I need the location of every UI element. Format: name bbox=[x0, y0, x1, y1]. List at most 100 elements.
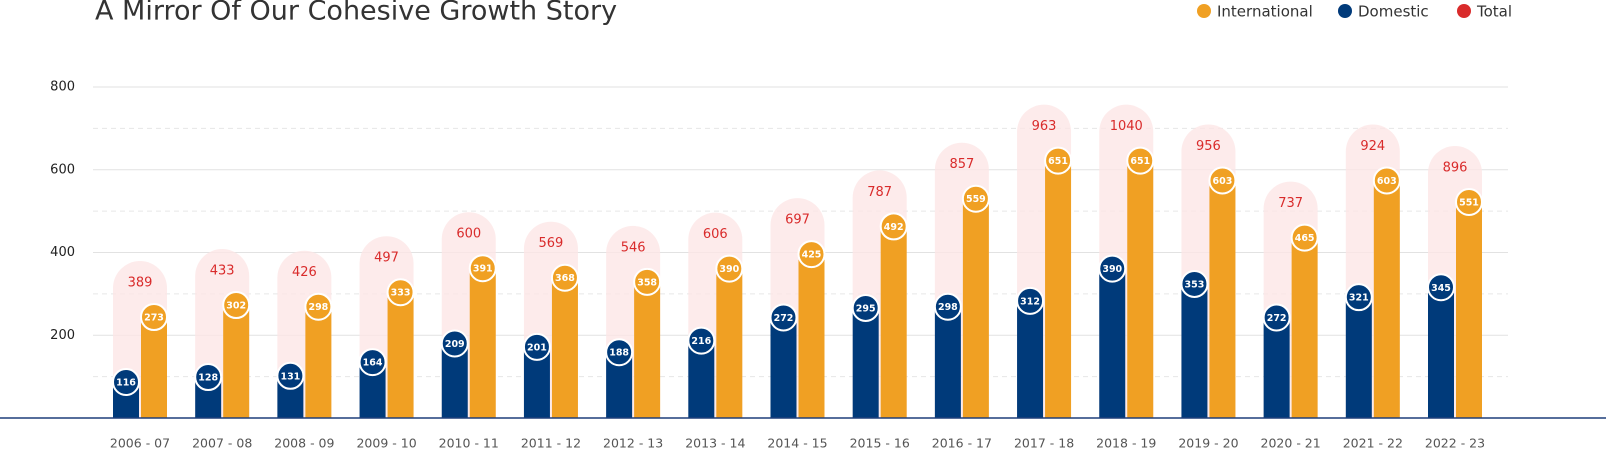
value-badge bbox=[1344, 283, 1373, 312]
x-tick-label: 2018 - 19 bbox=[1096, 436, 1156, 451]
bar bbox=[1373, 180, 1400, 418]
data-label: 209 bbox=[445, 339, 465, 350]
data-label: 391 bbox=[473, 264, 493, 275]
total-label: 857 bbox=[949, 157, 974, 172]
bar bbox=[1099, 268, 1126, 418]
y-tick-label: 800 bbox=[50, 80, 75, 95]
x-tick-label: 2014 - 15 bbox=[767, 436, 827, 451]
bar bbox=[1209, 180, 1236, 418]
legend-label: Total bbox=[1476, 3, 1512, 21]
legend-marker bbox=[1457, 4, 1471, 18]
y-tick-label: 400 bbox=[50, 245, 75, 260]
total-label: 956 bbox=[1196, 139, 1221, 154]
data-label: 188 bbox=[609, 348, 629, 359]
bar bbox=[1017, 300, 1044, 418]
value-badge bbox=[933, 292, 962, 321]
bar bbox=[551, 277, 578, 418]
data-label: 298 bbox=[308, 302, 328, 313]
x-tick-label: 2011 - 12 bbox=[521, 436, 581, 451]
total-label: 569 bbox=[539, 236, 564, 251]
data-label: 272 bbox=[1267, 313, 1287, 324]
data-label: 559 bbox=[966, 194, 986, 205]
data-label: 425 bbox=[802, 250, 822, 261]
data-label: 603 bbox=[1213, 176, 1233, 187]
data-label: 465 bbox=[1295, 233, 1315, 244]
value-badge bbox=[386, 278, 415, 307]
total-label: 787 bbox=[867, 185, 892, 200]
value-badge bbox=[769, 303, 798, 332]
bar bbox=[1345, 297, 1372, 418]
bar bbox=[223, 305, 250, 418]
legend-marker bbox=[1338, 4, 1352, 18]
data-label: 368 bbox=[555, 273, 575, 284]
value-badge bbox=[1044, 146, 1073, 175]
bar bbox=[934, 306, 961, 418]
value-badge bbox=[961, 184, 990, 213]
data-label: 131 bbox=[280, 371, 300, 382]
bar bbox=[716, 268, 743, 418]
x-tick-label: 2016 - 17 bbox=[932, 436, 992, 451]
legend-label: Domestic bbox=[1358, 3, 1429, 21]
total-label: 697 bbox=[785, 213, 810, 228]
total-label: 546 bbox=[621, 240, 646, 255]
value-badge bbox=[1262, 303, 1291, 332]
bar bbox=[305, 306, 332, 418]
data-label: 353 bbox=[1185, 279, 1205, 290]
total-label: 600 bbox=[456, 227, 481, 242]
x-tick-label: 2006 - 07 bbox=[110, 436, 170, 451]
total-label: 426 bbox=[292, 265, 317, 280]
total-label: 1040 bbox=[1110, 119, 1143, 134]
value-badge bbox=[550, 263, 579, 292]
total-label: 389 bbox=[128, 276, 153, 291]
value-badge bbox=[1290, 223, 1319, 252]
data-label: 390 bbox=[1102, 264, 1122, 275]
total-label: 433 bbox=[210, 264, 235, 279]
value-badge bbox=[1372, 166, 1401, 195]
data-label: 551 bbox=[1459, 198, 1479, 209]
value-badge bbox=[1098, 254, 1127, 283]
value-badge bbox=[522, 332, 551, 361]
total-label: 924 bbox=[1360, 139, 1385, 154]
data-label: 164 bbox=[363, 358, 383, 369]
x-tick-label: 2009 - 10 bbox=[356, 436, 416, 451]
bar bbox=[962, 198, 989, 418]
bar bbox=[880, 226, 907, 418]
data-label: 321 bbox=[1349, 293, 1369, 304]
data-label: 295 bbox=[856, 303, 876, 314]
data-label: 201 bbox=[527, 342, 547, 353]
value-badge bbox=[358, 348, 387, 377]
bar bbox=[387, 292, 414, 418]
data-label: 298 bbox=[938, 302, 958, 313]
value-badge bbox=[222, 291, 251, 320]
total-label: 737 bbox=[1278, 196, 1303, 211]
x-tick-label: 2007 - 08 bbox=[192, 436, 252, 451]
chart-title: A Mirror Of Our Cohesive Growth Story bbox=[95, 0, 617, 27]
data-label: 312 bbox=[1020, 296, 1040, 307]
value-badge bbox=[1427, 273, 1455, 302]
data-label: 358 bbox=[637, 277, 657, 288]
data-label: 345 bbox=[1431, 283, 1451, 294]
bar bbox=[798, 254, 825, 418]
x-tick-label: 2022 - 23 bbox=[1425, 436, 1485, 451]
value-badge bbox=[1455, 188, 1483, 217]
value-badge bbox=[112, 368, 140, 397]
value-badge bbox=[797, 240, 826, 269]
value-badge bbox=[851, 293, 880, 322]
data-label: 651 bbox=[1048, 156, 1068, 167]
value-badge bbox=[276, 361, 305, 390]
value-badge bbox=[1180, 269, 1209, 298]
total-label: 963 bbox=[1032, 119, 1057, 134]
legend-marker bbox=[1197, 4, 1211, 18]
value-badge bbox=[633, 267, 662, 296]
value-badge bbox=[194, 363, 223, 392]
x-tick-label: 2017 - 18 bbox=[1014, 436, 1074, 451]
bar bbox=[469, 268, 496, 418]
data-label: 390 bbox=[719, 264, 739, 275]
data-label: 116 bbox=[116, 378, 136, 389]
data-label: 302 bbox=[226, 301, 246, 312]
x-tick-label: 2013 - 14 bbox=[685, 436, 745, 451]
bar bbox=[1181, 283, 1208, 418]
data-label: 603 bbox=[1377, 176, 1397, 187]
bar bbox=[634, 281, 661, 418]
